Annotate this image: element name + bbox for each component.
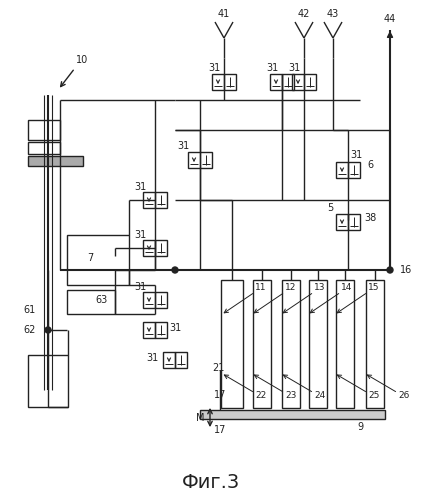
Text: 11: 11 — [255, 283, 267, 292]
Text: 31: 31 — [134, 230, 146, 240]
Bar — [188, 152, 200, 168]
Text: 61: 61 — [24, 305, 36, 315]
Text: 9: 9 — [357, 422, 363, 432]
Text: 38: 38 — [364, 213, 376, 223]
Text: Фиг.3: Фиг.3 — [182, 473, 240, 492]
Text: 25: 25 — [368, 392, 380, 401]
Text: 6: 6 — [367, 160, 373, 170]
Bar — [67, 235, 129, 285]
Bar — [67, 290, 115, 314]
Bar — [336, 280, 354, 408]
Text: 62: 62 — [24, 325, 36, 335]
Text: 17: 17 — [214, 425, 226, 435]
Bar — [224, 74, 236, 90]
Bar — [28, 120, 60, 140]
Text: 31: 31 — [350, 150, 362, 160]
Text: 22: 22 — [255, 392, 267, 401]
Text: 43: 43 — [327, 9, 339, 19]
Bar — [366, 280, 384, 408]
Text: 26: 26 — [398, 392, 410, 401]
Text: 16: 16 — [400, 265, 412, 275]
Bar — [175, 352, 187, 368]
Bar — [155, 292, 167, 308]
Bar — [143, 322, 155, 338]
Text: 31: 31 — [134, 182, 146, 192]
Bar — [28, 355, 68, 407]
Bar — [253, 280, 271, 408]
Bar — [200, 410, 385, 419]
Text: 31: 31 — [266, 63, 278, 73]
Text: 31: 31 — [177, 141, 189, 151]
Bar — [348, 162, 360, 178]
Text: 7: 7 — [87, 253, 93, 263]
Bar — [348, 214, 360, 230]
Text: 5: 5 — [327, 203, 333, 213]
Text: 41: 41 — [218, 9, 230, 19]
Bar — [155, 240, 167, 256]
Bar — [336, 214, 348, 230]
Circle shape — [387, 267, 393, 273]
Bar — [282, 74, 294, 90]
Bar — [200, 152, 212, 168]
Text: 31: 31 — [288, 63, 300, 73]
Circle shape — [45, 327, 51, 333]
Bar — [155, 322, 167, 338]
Text: 42: 42 — [298, 9, 310, 19]
Bar — [155, 192, 167, 208]
Text: 31: 31 — [146, 353, 158, 363]
Bar — [143, 292, 155, 308]
Text: M: M — [196, 413, 204, 423]
Text: 13: 13 — [314, 283, 326, 292]
Bar — [336, 162, 348, 178]
Text: 44: 44 — [384, 14, 396, 24]
Text: 14: 14 — [341, 283, 353, 292]
Text: 12: 12 — [285, 283, 297, 292]
Bar — [163, 352, 175, 368]
Bar — [270, 74, 282, 90]
Bar — [28, 156, 83, 166]
Text: 24: 24 — [314, 392, 326, 401]
Bar — [143, 192, 155, 208]
Text: 17: 17 — [214, 390, 226, 400]
Bar — [28, 142, 60, 154]
Bar — [309, 280, 327, 408]
Bar — [292, 74, 304, 90]
Text: 10: 10 — [76, 55, 88, 65]
Text: 15: 15 — [368, 283, 380, 292]
Text: 31: 31 — [169, 323, 181, 333]
Text: 31: 31 — [134, 282, 146, 292]
Bar — [304, 74, 316, 90]
Text: 31: 31 — [208, 63, 220, 73]
Bar — [282, 280, 300, 408]
Bar — [212, 74, 224, 90]
Text: 63: 63 — [96, 295, 108, 305]
Bar — [143, 240, 155, 256]
Bar — [221, 280, 243, 408]
Text: 21: 21 — [212, 363, 224, 373]
Circle shape — [172, 267, 178, 273]
Text: 23: 23 — [285, 392, 297, 401]
